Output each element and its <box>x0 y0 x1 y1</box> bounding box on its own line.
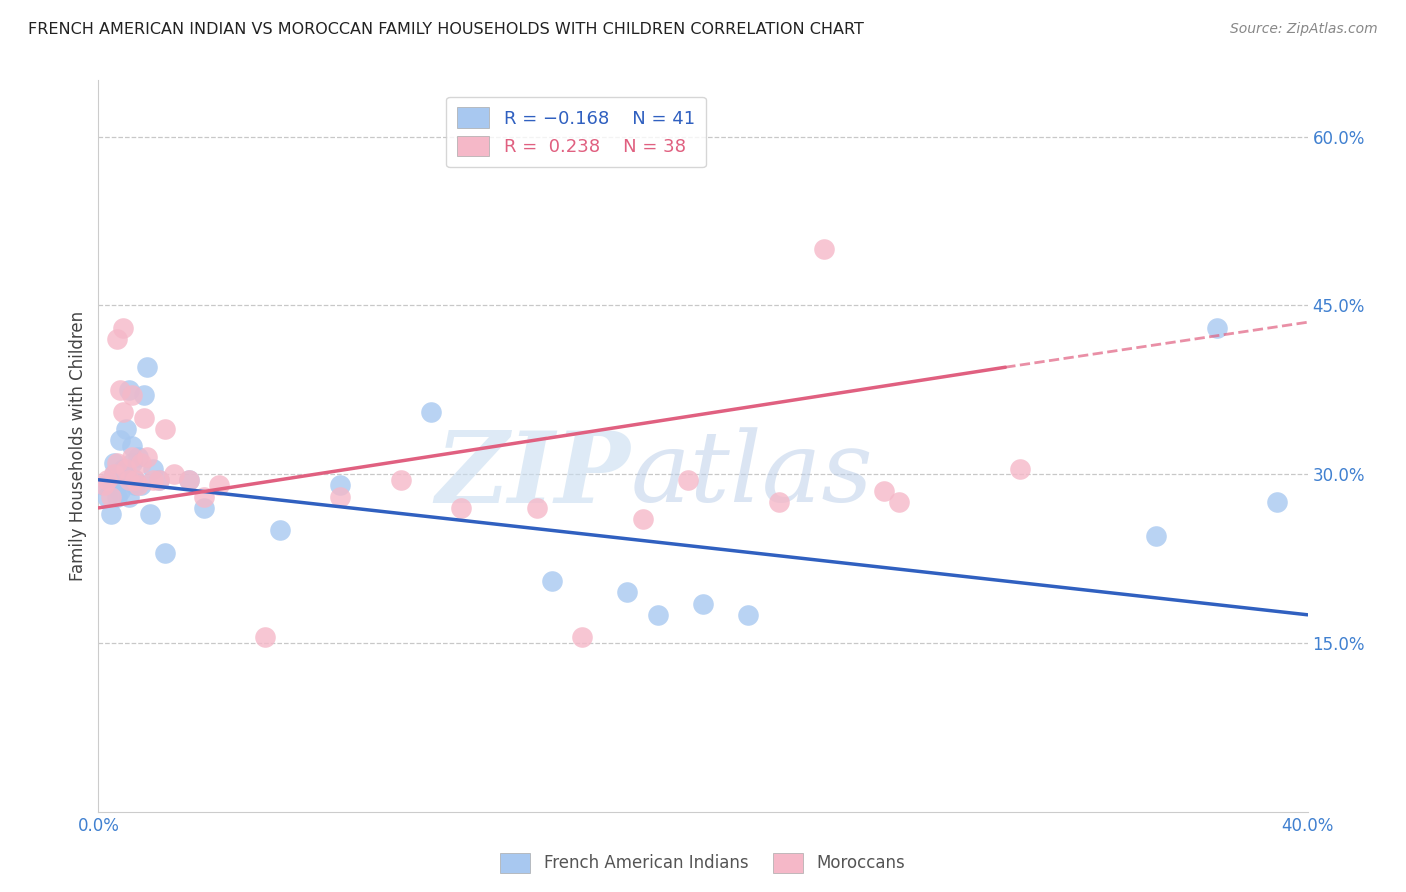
Point <box>124 478 146 492</box>
Point <box>813 242 835 256</box>
Point <box>127 450 149 465</box>
Point <box>889 495 911 509</box>
Point <box>526 500 548 515</box>
Point <box>111 405 134 419</box>
Point <box>148 473 170 487</box>
Point <box>114 467 136 482</box>
Point <box>100 507 122 521</box>
Point <box>616 585 638 599</box>
Point <box>142 473 165 487</box>
Point <box>253 630 276 644</box>
Point <box>329 490 352 504</box>
Point <box>768 495 790 509</box>
Point <box>118 490 141 504</box>
Point <box>873 483 896 498</box>
Point <box>193 500 215 515</box>
Point <box>179 473 201 487</box>
Point <box>96 473 118 487</box>
Point <box>132 388 155 402</box>
Point <box>135 450 157 465</box>
Point <box>450 500 472 515</box>
Point <box>420 405 443 419</box>
Point <box>647 607 669 622</box>
Point <box>111 321 134 335</box>
Point <box>737 607 759 622</box>
Point <box>103 467 125 482</box>
Point <box>329 478 352 492</box>
Point <box>571 630 593 644</box>
Point <box>129 478 152 492</box>
Point <box>100 473 122 487</box>
Text: atlas: atlas <box>630 427 873 523</box>
Point <box>103 467 125 482</box>
Text: Source: ZipAtlas.com: Source: ZipAtlas.com <box>1230 22 1378 37</box>
Point <box>139 507 162 521</box>
Point <box>100 490 122 504</box>
Point <box>118 473 141 487</box>
Point <box>179 473 201 487</box>
Point <box>111 473 134 487</box>
Point <box>96 490 118 504</box>
Point <box>193 490 215 504</box>
Point <box>163 467 186 482</box>
Legend: French American Indians, Moroccans: French American Indians, Moroccans <box>494 847 912 880</box>
Point <box>208 478 231 492</box>
Point <box>105 456 128 470</box>
Point <box>1267 495 1289 509</box>
Point <box>103 456 125 470</box>
Point <box>1206 321 1229 335</box>
Point <box>129 456 152 470</box>
Point <box>692 597 714 611</box>
Point <box>121 388 143 402</box>
Point <box>142 461 165 475</box>
Point <box>124 473 146 487</box>
Point <box>132 410 155 425</box>
Point <box>676 473 699 487</box>
Point <box>631 512 654 526</box>
Point <box>124 473 146 487</box>
Point <box>153 422 176 436</box>
Point <box>389 473 412 487</box>
Point <box>135 360 157 375</box>
Text: ZIP: ZIP <box>436 427 630 524</box>
Point <box>105 473 128 487</box>
Point <box>121 450 143 465</box>
Point <box>1010 461 1032 475</box>
Point <box>269 524 291 538</box>
Point <box>114 422 136 436</box>
Point <box>121 439 143 453</box>
Point <box>93 478 115 492</box>
Point <box>108 483 131 498</box>
Point <box>105 332 128 346</box>
Point <box>93 478 115 492</box>
Point <box>153 546 176 560</box>
Point <box>148 473 170 487</box>
Point <box>127 478 149 492</box>
Point <box>105 490 128 504</box>
Text: FRENCH AMERICAN INDIAN VS MOROCCAN FAMILY HOUSEHOLDS WITH CHILDREN CORRELATION C: FRENCH AMERICAN INDIAN VS MOROCCAN FAMIL… <box>28 22 865 37</box>
Point <box>540 574 562 588</box>
Point <box>118 383 141 397</box>
Legend: R = −0.168    N = 41, R =  0.238    N = 38: R = −0.168 N = 41, R = 0.238 N = 38 <box>446 96 706 167</box>
Point <box>1144 529 1167 543</box>
Point <box>111 461 134 475</box>
Point <box>108 434 131 448</box>
Point <box>108 383 131 397</box>
Y-axis label: Family Households with Children: Family Households with Children <box>69 311 87 581</box>
Point <box>121 456 143 470</box>
Point <box>114 461 136 475</box>
